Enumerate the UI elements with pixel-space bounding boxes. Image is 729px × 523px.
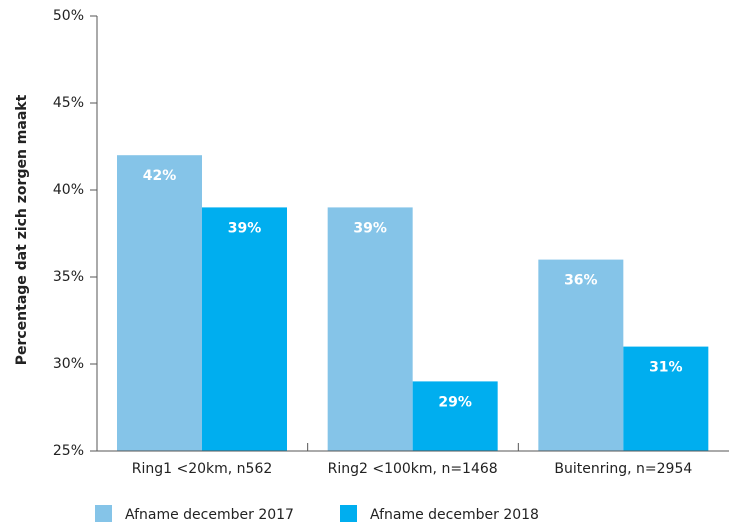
legend-label: Afname december 2017: [125, 507, 294, 523]
bar: [117, 155, 202, 451]
value-label: 31%: [649, 360, 683, 376]
y-tick-label: 30%: [53, 356, 84, 372]
value-label: 42%: [143, 168, 177, 184]
bar: [623, 346, 709, 451]
legend-swatch: [340, 505, 357, 522]
bar: [202, 207, 287, 451]
value-label: 36%: [564, 273, 598, 289]
value-label: 39%: [353, 220, 387, 236]
bar: [538, 259, 624, 451]
x-tick-label: Buitenring, n=2954: [554, 461, 692, 477]
value-label: 29%: [438, 394, 472, 410]
legend-swatch: [95, 505, 112, 522]
y-tick-label: 25%: [53, 443, 84, 459]
y-tick-label: 50%: [53, 8, 84, 24]
bar: [327, 207, 413, 451]
y-tick-label: 35%: [53, 269, 84, 285]
bar: [412, 381, 498, 451]
x-tick-label: Ring1 <20km, n562: [132, 461, 273, 477]
y-tick-label: 45%: [53, 95, 84, 111]
y-tick-label: 40%: [53, 182, 84, 198]
legend-label: Afname december 2018: [370, 507, 539, 523]
y-axis-label: Percentage dat zich zorgen maakt: [14, 94, 30, 365]
value-label: 39%: [228, 220, 262, 236]
x-tick-label: Ring2 <100km, n=1468: [328, 461, 498, 477]
